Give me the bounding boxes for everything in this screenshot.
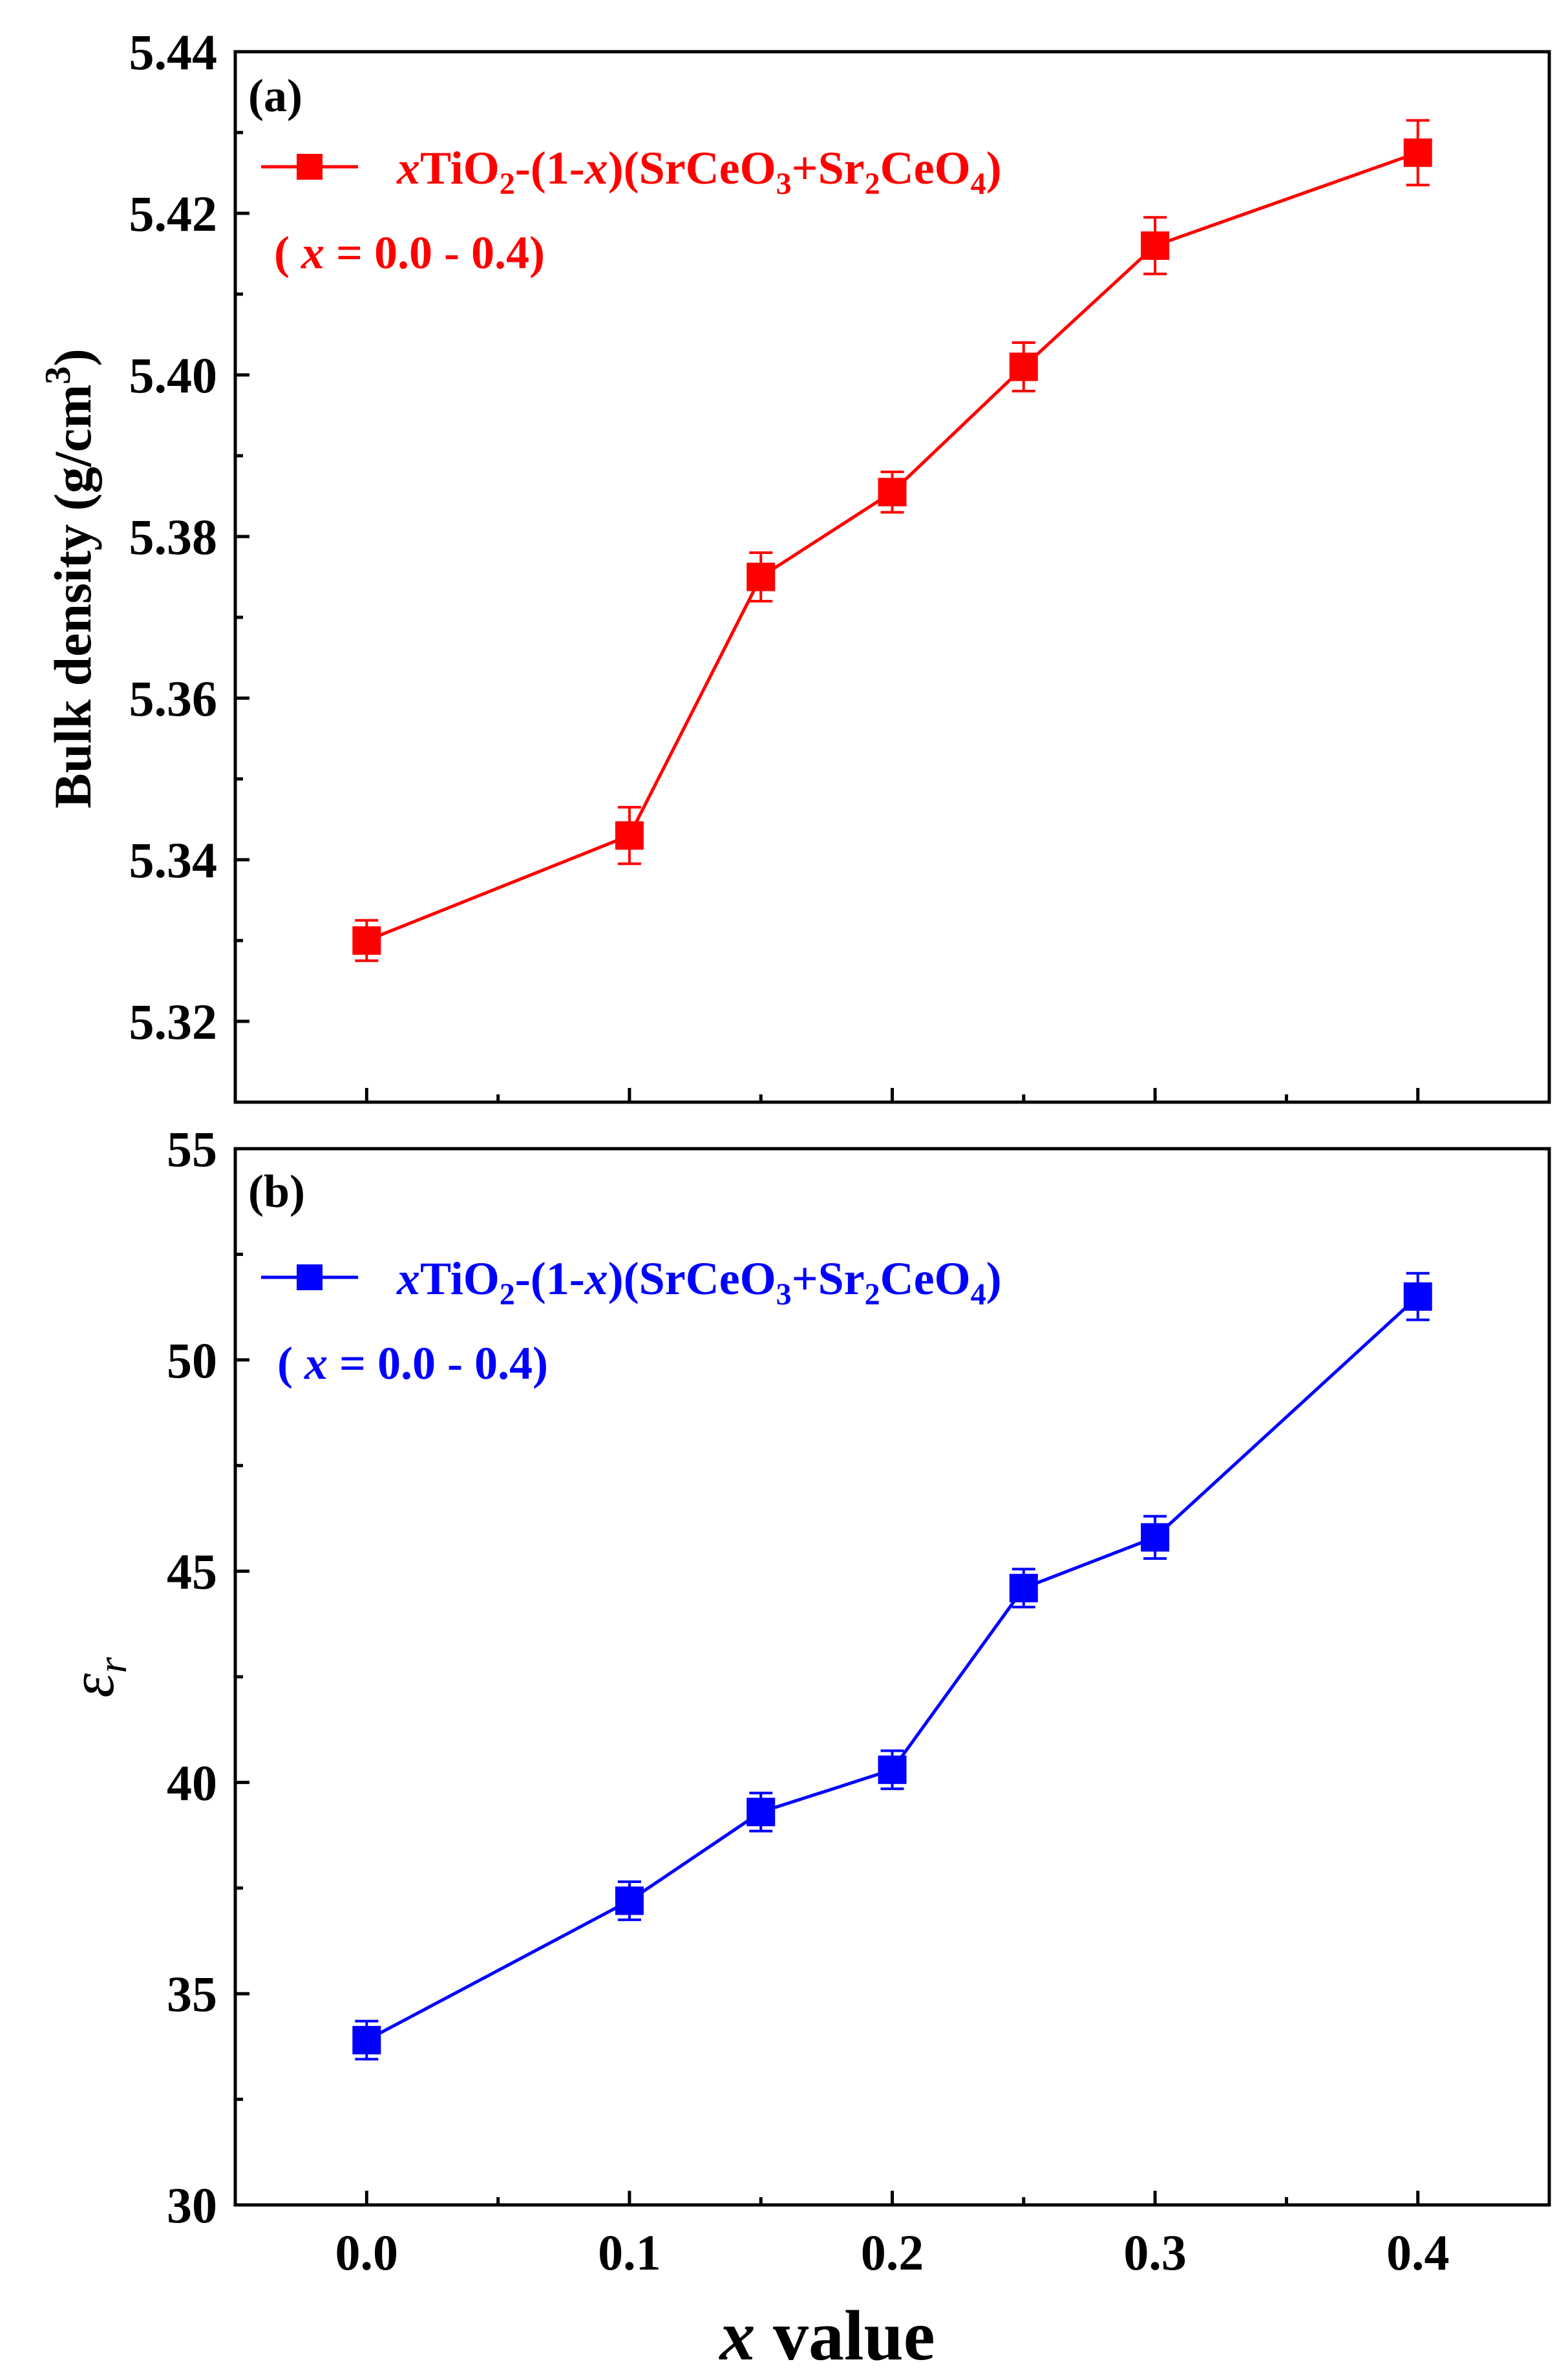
series-line: [366, 1295, 1419, 2042]
legend-b-text: xTiO2-(1-x)(SrCeO3+Sr2CeO4): [396, 1253, 1002, 1312]
data-point: [615, 1886, 644, 1915]
data-point: [1403, 1282, 1432, 1311]
legend-a-text: xTiO2-(1-x)(SrCeO3+Sr2CeO4): [396, 142, 1002, 201]
data-point: [1141, 1523, 1170, 1552]
y-tick-label: 35: [167, 1966, 217, 2022]
panel-b-frame: [233, 1147, 1551, 2207]
y-tick-label: 30: [167, 2177, 217, 2233]
legend-b-range: ( x = 0.0 - 0.4): [277, 1337, 548, 1389]
legend-b-marker: [297, 1264, 323, 1290]
legend-a-marker: [297, 154, 323, 180]
panel-b: 30 35 40 45 50 55 0.0 0.1 0.2 0.3 0.4 (b) xTiO2-(1…: [58, 1121, 1551, 2281]
y-tick-label: 5.44: [129, 24, 218, 80]
x-axis-title: x value: [718, 2296, 935, 2373]
data-point: [615, 821, 644, 850]
y-tick-label: 5.36: [129, 670, 218, 727]
x-tick-label: 0.2: [861, 2224, 924, 2281]
y-tick-label: 50: [167, 1332, 217, 1389]
panel-a: 5.32 5.34 5.36 5.38 5.40 5.42 5.44 (a) xTiO2-(…: [38, 24, 1551, 1104]
legend-a-range: ( x = 0.0 - 0.4): [274, 227, 545, 279]
y-tick-label: 5.34: [129, 832, 218, 888]
data-point: [1009, 1573, 1038, 1602]
panel-a-legend: xTiO2-(1-x)(SrCeO3+Sr2CeO4) ( x = 0.0 - …: [261, 142, 1002, 279]
data-point: [878, 1755, 907, 1784]
x-tick-label: 0.4: [1386, 2224, 1450, 2281]
data-point: [352, 2026, 381, 2055]
panel-b-label: (b): [248, 1165, 305, 1217]
data-point: [878, 478, 907, 507]
data-point: [352, 926, 381, 955]
y-tick-label: 5.32: [129, 994, 218, 1050]
panel-a-series: [352, 119, 1432, 963]
y-tick-label: 40: [167, 1754, 217, 1811]
data-point: [747, 562, 776, 591]
data-point: [1009, 352, 1038, 381]
panel-b-legend: xTiO2-(1-x)(SrCeO3+Sr2CeO4) ( x = 0.0 - …: [261, 1253, 1002, 1389]
panel-a-label: (a): [248, 70, 302, 122]
y-tick-label: 5.40: [129, 347, 218, 403]
panel-a-frame: [233, 50, 1551, 1104]
y-tick-label: 45: [167, 1544, 217, 1600]
x-tick-label: 0.3: [1123, 2224, 1187, 2281]
x-tick-label: 0.0: [335, 2224, 399, 2281]
panel-b-ticks: 30 35 40 45 50 55 0.0 0.1 0.2 0.3 0.4: [167, 1121, 1449, 2281]
data-point: [1141, 231, 1170, 260]
panel-b-ylabel: εr: [58, 1657, 135, 1698]
panel-a-ticks: 5.32 5.34 5.36 5.38 5.40 5.42 5.44: [129, 24, 1420, 1102]
panel-b-series: [352, 1272, 1432, 2061]
y-tick-label: 55: [167, 1121, 217, 1177]
y-tick-label: 5.42: [129, 186, 218, 242]
data-point: [747, 1798, 776, 1827]
data-point: [1403, 138, 1432, 167]
x-tick-label: 0.1: [598, 2224, 661, 2281]
y-tick-label: 5.38: [129, 509, 218, 565]
panel-a-ylabel: Bulk density (g/cm3): [38, 348, 102, 808]
